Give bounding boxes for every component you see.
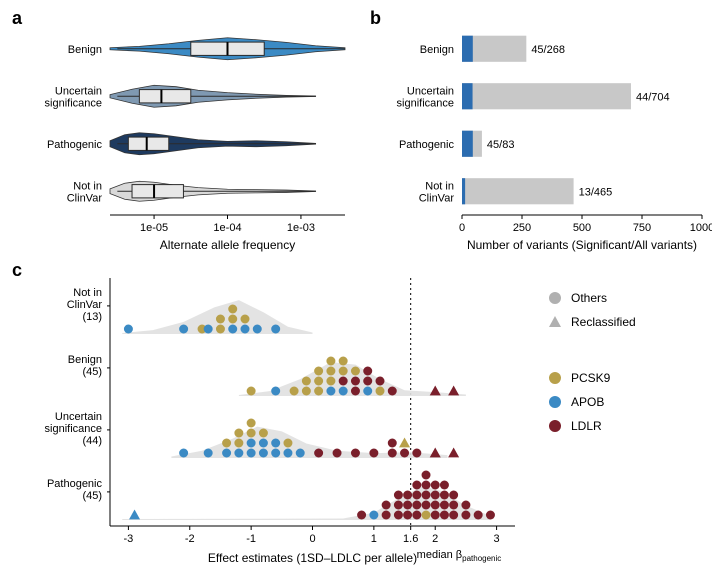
svg-text:Benign(45): Benign(45) [68,354,102,378]
svg-text:1e-03: 1e-03 [287,222,315,234]
svg-text:Uncertainsignificance: Uncertainsignificance [45,85,102,109]
svg-text:1000: 1000 [690,222,712,234]
svg-text:Number of variants (Significan: Number of variants (Significant/All vari… [467,238,697,252]
svg-text:Pathogenic: Pathogenic [399,139,455,151]
svg-text:Alternate allele frequency: Alternate allele frequency [160,238,295,252]
svg-text:LDLR: LDLR [571,419,602,433]
svg-text:Not inClinVar: Not inClinVar [419,180,455,204]
panel-a-violin: Benign Uncertainsignificance Pathogenic Not… [15,15,355,255]
svg-text:Benign: Benign [68,44,102,56]
svg-text:Benign: Benign [420,44,454,56]
svg-text:APOB: APOB [571,395,604,409]
svg-text:Pathogenic(45): Pathogenic(45) [47,478,103,502]
svg-text:500: 500 [573,222,591,234]
svg-text:0: 0 [309,533,315,545]
svg-text:13/465: 13/465 [579,186,613,198]
svg-text:1e-04: 1e-04 [213,222,241,234]
svg-text:2: 2 [432,533,438,545]
svg-text:45/268: 45/268 [531,44,565,56]
svg-text:-3: -3 [124,533,134,545]
svg-text:1: 1 [371,533,377,545]
svg-text:Uncertainsignificance: Uncertainsignificance [397,85,454,109]
svg-text:0: 0 [459,222,465,234]
svg-text:750: 750 [633,222,651,234]
svg-text:Not inClinVar(13): Not inClinVar(13) [67,287,103,323]
svg-text:1.6: 1.6 [403,533,418,545]
figure-container: a BenignUncertainsignificancePathogenicN… [0,0,720,582]
svg-text:Effect estimates (1SD–LDLC per: Effect estimates (1SD–LDLC per allele) [208,551,417,565]
svg-text:44/704: 44/704 [636,91,670,103]
svg-text:Reclassified: Reclassified [571,315,636,329]
svg-text:Uncertainsignificance(44): Uncertainsignificance(44) [45,411,102,447]
svg-text:PCSK9: PCSK9 [571,371,611,385]
svg-text:-1: -1 [246,533,256,545]
svg-text:250: 250 [513,222,531,234]
svg-text:Pathogenic: Pathogenic [47,139,103,151]
panel-b-bar: 45/268 Benign 44/704 Uncertainsignificance 4… [372,15,712,255]
svg-text:median βpathogenic: median βpathogenic [417,549,502,563]
svg-text:3: 3 [494,533,500,545]
panel-c-dotplot: Not inClinVar(13) Benign(45) Uncertainsign… [15,268,715,578]
svg-text:Others: Others [571,291,607,305]
svg-text:45/83: 45/83 [487,139,515,151]
svg-text:1e-05: 1e-05 [140,222,168,234]
svg-text:-2: -2 [185,533,195,545]
svg-text:Not inClinVar: Not inClinVar [67,180,103,204]
